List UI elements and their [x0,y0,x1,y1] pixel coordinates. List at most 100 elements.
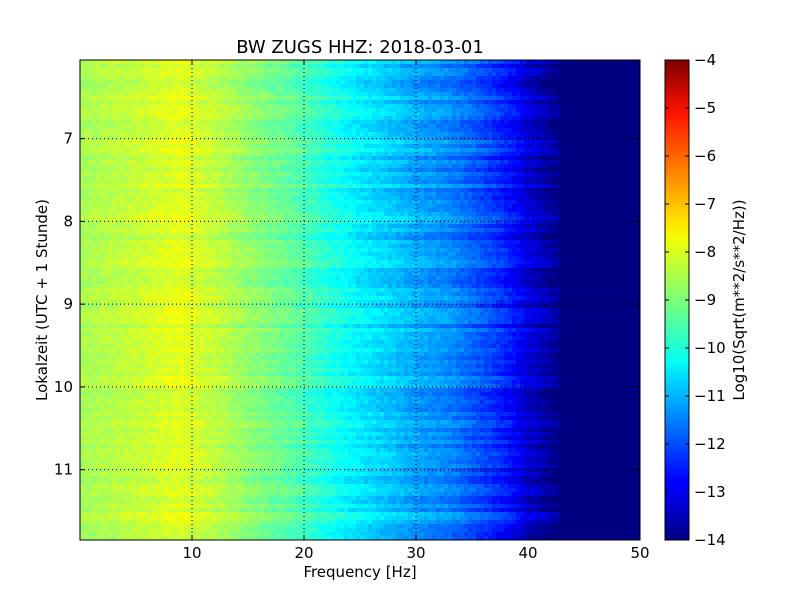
heatmap-cell [196,60,201,65]
heatmap-cell [396,120,401,125]
heatmap-cell [424,60,429,65]
heatmap-cell [460,100,465,105]
heatmap-cell [584,192,589,197]
heatmap-cell [568,184,573,189]
heatmap-cell [120,180,125,185]
heatmap-cell [436,160,441,165]
heatmap-cell [460,108,465,113]
heatmap-cell [388,64,393,69]
heatmap-cell [528,160,533,165]
heatmap-cell [484,72,489,77]
heatmap-cell [268,96,273,101]
heatmap-cell [176,156,181,161]
heatmap-cell [508,76,513,81]
heatmap-cell [420,68,425,73]
heatmap-cell [228,116,233,121]
heatmap-cell [204,132,209,137]
heatmap-cell [116,100,121,105]
heatmap-cell [132,104,137,109]
heatmap-cell [580,92,585,97]
heatmap-cell [340,104,345,109]
heatmap-cell [544,124,549,129]
heatmap-cell [116,188,121,193]
heatmap-cell [124,120,129,125]
heatmap-cell [612,148,617,153]
heatmap-cell [588,184,593,189]
heatmap-cell [568,120,573,125]
heatmap-cell [192,108,197,113]
heatmap-cell [608,112,613,117]
heatmap-cell [88,164,93,169]
heatmap-cell [548,168,553,173]
heatmap-cell [568,192,573,197]
heatmap-cell [564,96,569,101]
heatmap-cell [456,140,461,145]
heatmap-cell [516,188,521,193]
heatmap-cell [184,64,189,69]
heatmap-cell [564,76,569,81]
heatmap-cell [612,72,617,77]
heatmap-cell [252,128,257,133]
heatmap-cell [396,188,401,193]
heatmap-cell [556,96,561,101]
heatmap-cell [544,64,549,69]
heatmap-cell [144,96,149,101]
heatmap-cell [336,68,341,73]
heatmap-cell [468,144,473,149]
heatmap-cell [344,172,349,177]
heatmap-cell [120,76,125,81]
heatmap-cell [592,152,597,157]
heatmap-cell [560,164,565,169]
heatmap-cell [204,120,209,125]
heatmap-cell [196,92,201,97]
heatmap-cell [256,112,261,117]
heatmap-cell [244,164,249,169]
heatmap-cell [504,188,509,193]
heatmap-cell [516,148,521,153]
heatmap-cell [548,184,553,189]
heatmap-cell [596,144,601,149]
heatmap-cell [272,160,277,165]
heatmap-cell [120,192,125,197]
heatmap-cell [556,68,561,73]
heatmap-cell [344,188,349,193]
heatmap-cell [464,100,469,105]
heatmap-cell [348,100,353,105]
heatmap-cell [592,144,597,149]
heatmap-cell [536,80,541,85]
heatmap-cell [120,172,125,177]
heatmap-cell [440,148,445,153]
heatmap-cell [564,180,569,185]
heatmap-cell [132,60,137,65]
heatmap-cell [136,196,141,201]
heatmap-cell [608,196,613,201]
heatmap-cell [88,144,93,149]
heatmap-cell [492,192,497,197]
heatmap-cell [616,196,621,201]
heatmap-cell [488,96,493,101]
heatmap-cell [272,192,277,197]
heatmap-cell [536,124,541,129]
heatmap-cell [632,184,637,189]
heatmap-cell [632,172,637,177]
heatmap-cell [624,156,629,161]
heatmap-cell [92,152,97,157]
heatmap-cell [80,104,85,109]
heatmap-cell [160,132,165,137]
heatmap-cell [512,132,517,137]
heatmap-cell [352,160,357,165]
heatmap-cell [264,188,269,193]
heatmap-cell [568,140,573,145]
heatmap-cell [336,64,341,69]
heatmap-cell [540,192,545,197]
heatmap-cell [92,72,97,77]
heatmap-cell [200,176,205,181]
heatmap-cell [204,140,209,145]
heatmap-cell [512,128,517,133]
heatmap-cell [584,92,589,97]
heatmap-cell [552,180,557,185]
heatmap-cell [260,116,265,121]
heatmap-cell [504,96,509,101]
heatmap-cell [556,144,561,149]
heatmap-cell [504,192,509,197]
